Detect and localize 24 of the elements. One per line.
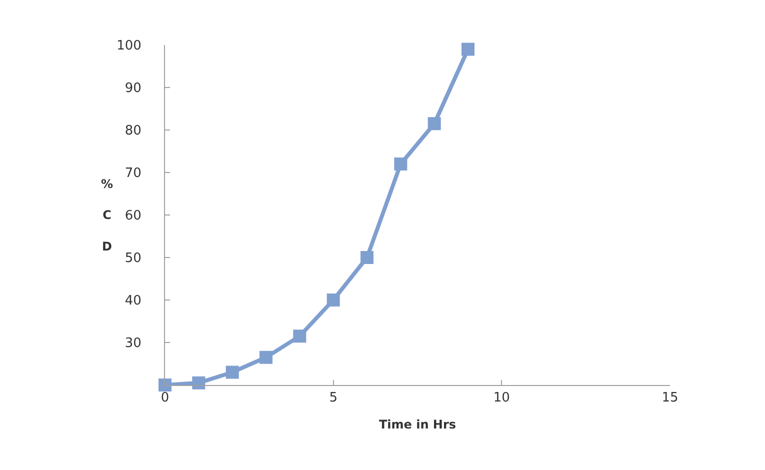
- point: [326, 294, 340, 306]
- x-tick-label: 0: [160, 390, 170, 406]
- x-axis-title: Time in Hrs: [378, 418, 456, 432]
- text: % C D: [101, 177, 114, 254]
- y-tick-label: 40: [124, 294, 142, 309]
- y-tick-label: 60: [124, 208, 142, 224]
- point: [428, 117, 441, 130]
- y-tick-label: 70: [124, 166, 142, 182]
- point: [226, 366, 239, 379]
- x-tick-label: 10: [493, 390, 510, 406]
- point: [394, 158, 408, 170]
- point: [260, 350, 272, 364]
- x-tick-label: 15: [662, 390, 678, 406]
- point: [462, 42, 474, 56]
- point: [360, 251, 374, 264]
- y-tick-label: 80: [124, 124, 142, 139]
- y-tick-label: 30: [124, 336, 142, 352]
- y-tick-label: 90: [124, 81, 142, 96]
- point: [293, 330, 306, 343]
- y-tick-label: 100: [116, 38, 142, 54]
- y-tick-label: 50: [124, 251, 142, 266]
- point: [158, 378, 172, 392]
- x-tick-label: 5: [329, 390, 338, 406]
- point: [192, 376, 206, 390]
